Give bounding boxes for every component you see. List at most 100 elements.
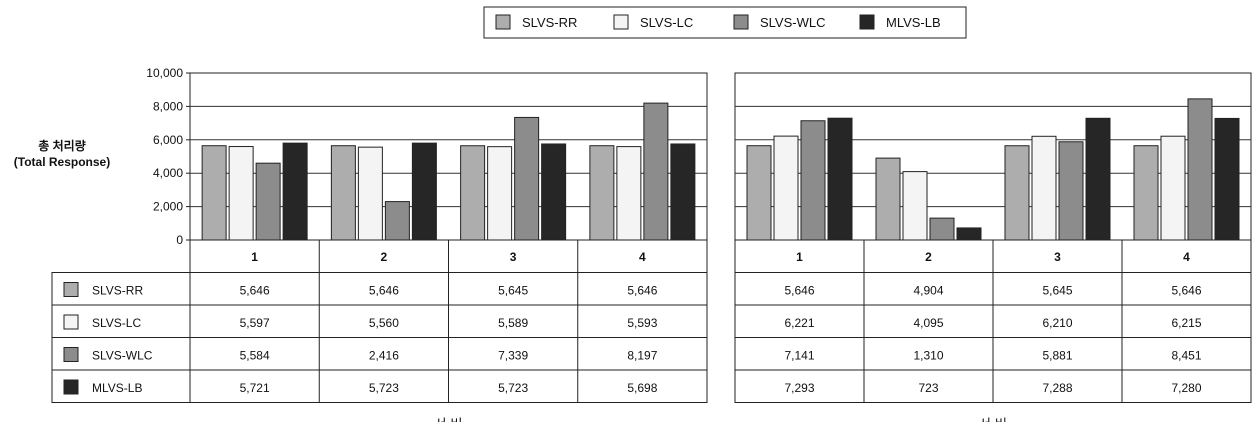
table-swatch-slvs-rr — [63, 282, 79, 297]
data-label: 5,723 — [369, 381, 399, 395]
x-tick-label: 2 — [381, 250, 388, 264]
x-tick-label: 3 — [510, 250, 517, 264]
table-swatch-slvs-lc — [63, 314, 79, 330]
x-axis-title: 서 버 — [979, 418, 1007, 422]
data-label: 5,646 — [369, 284, 399, 298]
x-tick-label: 4 — [1183, 250, 1190, 264]
table-swatch-mlvs-lb — [63, 379, 79, 395]
bar-mlvs-lb-1 — [827, 117, 853, 241]
bar-slvs-wlc-3 — [1058, 141, 1084, 241]
legend-label-slvs-rr: SLVS-RR — [522, 15, 577, 30]
bar-slvs-wlc-2 — [384, 201, 410, 241]
bar-mlvs-lb-4 — [670, 143, 696, 241]
data-label: 4,904 — [913, 284, 943, 298]
data-label: 5,646 — [1171, 284, 1201, 298]
data-label: 2,416 — [369, 349, 399, 363]
legend-swatch-slvs-lc — [613, 14, 629, 30]
data-label: 5,721 — [240, 381, 270, 395]
data-label: 5,589 — [498, 316, 528, 330]
bar-slvs-lc-4 — [1160, 135, 1186, 241]
x-tick-label: 4 — [639, 250, 646, 264]
chart-panel-right: 1 2 3 4 5,646 4,904 5,645 5,646 6,221 4,095 6,210 6… — [734, 72, 1252, 422]
bar-mlvs-lb-3 — [541, 143, 567, 241]
bar-slvs-lc-2 — [902, 171, 928, 241]
table-series-label-slvs-lc: SLVS-LC — [92, 316, 141, 330]
legend-swatch-slvs-rr — [495, 14, 511, 30]
bar-slvs-wlc-4 — [1187, 98, 1213, 241]
table-swatch-slvs-wlc — [63, 347, 79, 362]
bar-slvs-wlc-3 — [514, 116, 540, 241]
bar-slvs-rr-3 — [1004, 145, 1030, 241]
y-tick-label: 6,000 — [153, 133, 183, 147]
y-tick-label: 10,000 — [146, 66, 183, 80]
bar-slvs-rr-1 — [201, 145, 227, 241]
legend-label-slvs-wlc: SLVS-WLC — [760, 15, 826, 30]
bar-slvs-lc-1 — [773, 135, 799, 241]
x-tick-label: 2 — [925, 250, 932, 264]
bar-slvs-rr-4 — [589, 145, 615, 241]
bar-slvs-lc-3 — [1031, 135, 1057, 241]
data-label: 6,221 — [784, 316, 814, 330]
data-label: 5,646 — [627, 284, 657, 298]
data-label: 7,339 — [498, 349, 528, 363]
chart-panel-left: 0 2,000 4,000 6,000 8,000 10,000 1 2 3 4 SLVS-RR SL… — [51, 66, 708, 422]
x-tick-label: 1 — [796, 250, 803, 264]
x-axis-title: 서 버 — [434, 418, 462, 422]
bar-mlvs-lb-1 — [282, 142, 308, 241]
table-series-label-slvs-rr: SLVS-RR — [92, 284, 143, 298]
legend-swatch-slvs-wlc — [733, 14, 749, 30]
legend-label-mlvs-lb: MLVS-LB — [886, 15, 941, 30]
bar-slvs-lc-4 — [616, 146, 642, 241]
bar-slvs-rr-4 — [1133, 145, 1159, 241]
data-label: 6,215 — [1171, 316, 1201, 330]
data-label: 4,095 — [913, 316, 943, 330]
data-label: 5,881 — [1042, 349, 1072, 363]
bar-slvs-wlc-1 — [255, 162, 281, 241]
data-label: 723 — [918, 381, 938, 395]
data-label: 7,293 — [784, 381, 814, 395]
bar-slvs-wlc-2 — [929, 217, 955, 241]
x-tick-label: 3 — [1054, 250, 1061, 264]
bar-slvs-lc-1 — [228, 146, 254, 241]
y-axis-title: 총 처리량 (Total Response) — [14, 138, 110, 169]
bar-mlvs-lb-2 — [956, 227, 982, 241]
bar-slvs-wlc-1 — [800, 120, 826, 241]
y-axis-title-line1: 총 처리량 — [38, 138, 86, 153]
y-axis-title-line2: (Total Response) — [14, 155, 110, 169]
legend: SLVS-RR SLVS-LC SLVS-WLC MLVS-LB — [483, 6, 967, 39]
data-label: 5,593 — [627, 316, 657, 330]
bar-slvs-rr-2 — [330, 145, 356, 241]
bar-mlvs-lb-4 — [1214, 117, 1240, 241]
bar-slvs-rr-3 — [460, 145, 486, 241]
x-tick-label: 1 — [251, 250, 258, 264]
data-label: 8,451 — [1171, 349, 1201, 363]
table-series-label-mlvs-lb: MLVS-LB — [92, 381, 142, 395]
data-label: 5,645 — [1042, 284, 1072, 298]
data-label: 5,597 — [240, 316, 270, 330]
bar-slvs-rr-1 — [746, 145, 772, 241]
table-series-label-slvs-wlc: SLVS-WLC — [92, 349, 153, 363]
bar-slvs-rr-2 — [875, 157, 901, 241]
data-label: 5,646 — [240, 284, 270, 298]
bar-slvs-wlc-4 — [643, 102, 669, 241]
data-label: 7,141 — [784, 349, 814, 363]
legend-label-slvs-lc: SLVS-LC — [640, 15, 693, 30]
bar-slvs-lc-2 — [357, 146, 383, 241]
data-label: 5,584 — [240, 349, 270, 363]
bar-mlvs-lb-2 — [411, 142, 437, 241]
data-label: 8,197 — [627, 349, 657, 363]
data-label: 7,288 — [1042, 381, 1072, 395]
data-label: 5,560 — [369, 316, 399, 330]
data-label: 7,280 — [1171, 381, 1201, 395]
data-label: 1,310 — [913, 349, 943, 363]
data-label: 5,646 — [784, 284, 814, 298]
y-tick-label: 2,000 — [153, 200, 183, 214]
data-label: 5,723 — [498, 381, 528, 395]
legend-swatch-mlvs-lb — [859, 14, 875, 30]
y-tick-label: 4,000 — [153, 166, 183, 180]
data-label: 5,645 — [498, 284, 528, 298]
y-tick-label: 8,000 — [153, 99, 183, 113]
bar-mlvs-lb-3 — [1085, 117, 1111, 241]
legend-box — [483, 6, 967, 39]
